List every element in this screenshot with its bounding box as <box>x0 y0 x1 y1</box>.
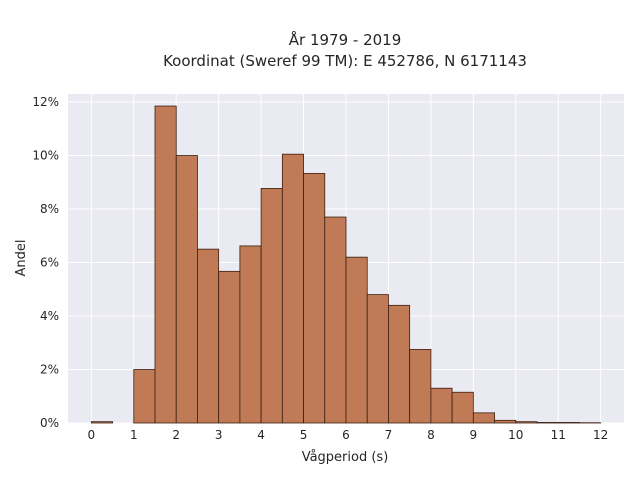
histogram-bar <box>366 294 389 424</box>
x-tick-label: 9 <box>470 428 478 442</box>
histogram-bar <box>260 188 283 424</box>
histogram-bar <box>133 369 156 424</box>
y-axis-ticks: 0% 2% 4% 6% 8% 10% 12% <box>32 95 59 430</box>
histogram-bar <box>430 387 453 424</box>
y-tick-label: 10% <box>32 149 59 163</box>
histogram-bar <box>494 419 517 424</box>
histogram-bar <box>557 422 580 424</box>
x-tick-label: 3 <box>215 428 223 442</box>
y-tick-label: 4% <box>40 309 59 323</box>
y-tick-label: 2% <box>40 363 59 377</box>
x-tick-label: 10 <box>508 428 523 442</box>
histogram-bar <box>536 422 559 424</box>
histogram-bar <box>175 155 198 424</box>
x-axis-ticks: 0 1 2 3 4 5 6 7 8 9 10 11 12 <box>88 428 609 442</box>
histogram-bar <box>409 349 432 424</box>
x-tick-label: 8 <box>427 428 435 442</box>
histogram-bar <box>451 391 474 424</box>
x-tick-label: 4 <box>257 428 265 442</box>
chart-title-line-1: År 1979 - 2019 <box>289 30 402 49</box>
histogram-bar <box>154 105 177 424</box>
x-tick-label: 12 <box>593 428 608 442</box>
histogram-bar <box>324 216 347 424</box>
histogram-bar <box>281 153 304 424</box>
histogram-bar <box>388 304 411 424</box>
histogram-bars <box>90 105 602 424</box>
histogram-bar <box>90 421 113 424</box>
x-tick-label: 2 <box>172 428 180 442</box>
y-tick-label: 12% <box>32 95 59 109</box>
y-tick-label: 6% <box>40 256 59 270</box>
x-tick-label: 0 <box>88 428 96 442</box>
histogram-bar <box>515 421 538 424</box>
x-axis-label: Vågperiod (s) <box>302 450 389 465</box>
histogram-bar <box>239 245 262 424</box>
y-tick-label: 0% <box>40 416 59 430</box>
x-tick-label: 11 <box>551 428 566 442</box>
histogram-bar <box>303 173 326 424</box>
histogram-bar <box>472 412 495 424</box>
x-tick-label: 1 <box>130 428 138 442</box>
x-tick-label: 5 <box>300 428 308 442</box>
x-tick-label: 7 <box>385 428 393 442</box>
x-tick-label: 6 <box>342 428 350 442</box>
y-axis-label: Andel <box>14 240 29 277</box>
histogram-bar <box>197 248 220 424</box>
chart-title-line-2: Koordinat (Sweref 99 TM): E 452786, N 61… <box>163 52 527 70</box>
y-tick-label: 8% <box>40 202 59 216</box>
histogram-bar <box>218 270 241 424</box>
histogram-bar <box>345 256 368 424</box>
